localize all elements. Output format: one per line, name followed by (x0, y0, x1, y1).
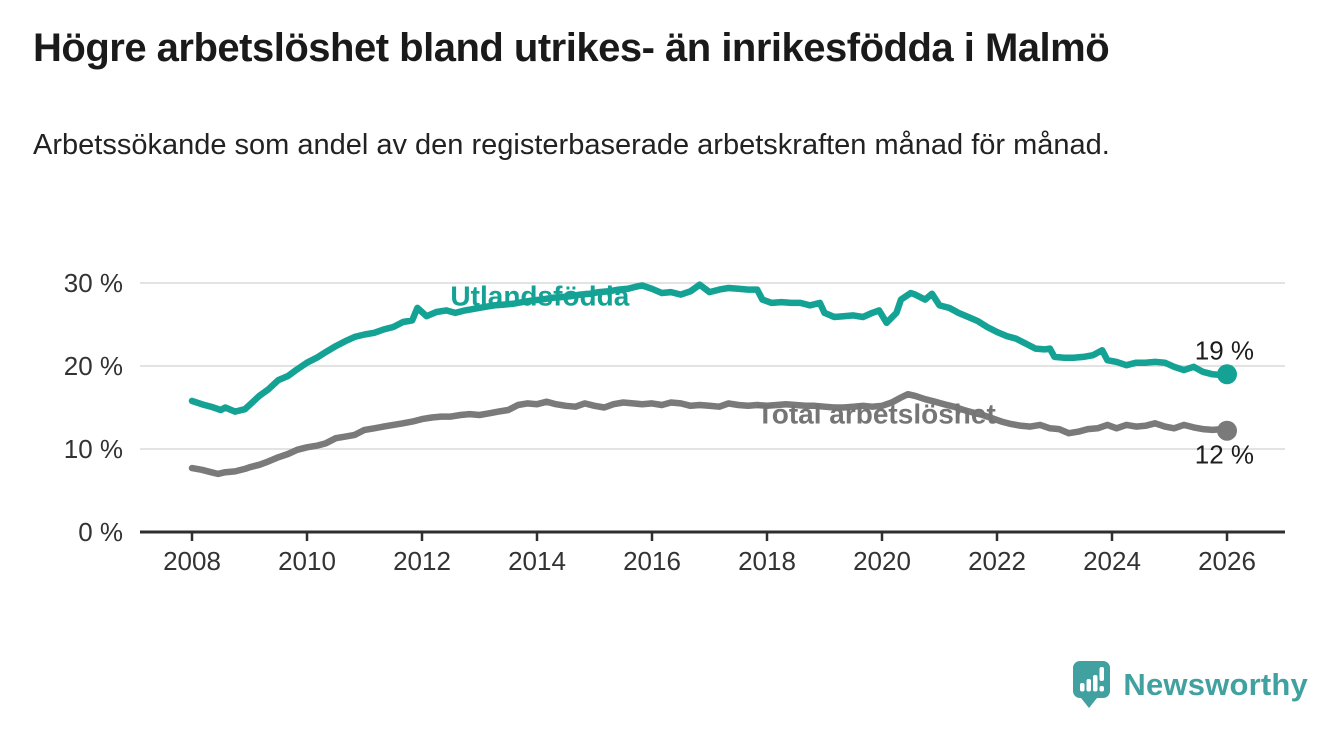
logo-bubble-shape (1073, 661, 1111, 708)
y-tick-label-20: 20 % (64, 351, 123, 381)
series-end-dot-utlandsf-dda (1217, 364, 1237, 385)
x-tick-label-2024: 2024 (1083, 546, 1141, 576)
newsworthy-logo-icon (1073, 661, 1111, 708)
chart-subtitle: Arbetssökande som andel av den registerb… (33, 129, 1110, 161)
y-tick-label-0: 0 % (78, 517, 123, 547)
logo-bar-2 (1086, 679, 1092, 692)
logo-exclamation-bar (1099, 667, 1105, 681)
x-tick-label-2020: 2020 (853, 546, 911, 576)
logo-exclamation-dot (1099, 686, 1105, 692)
y-tick-label-30: 30 % (64, 268, 123, 298)
series-end-value-label-total-arbetsl-shet: 12 % (1195, 440, 1254, 470)
series-name-label-utlandsf-dda: Utlandsfödda (450, 280, 629, 311)
x-tick-label-2012: 2012 (393, 546, 451, 576)
series-line-total-arbetsl-shet (188, 390, 1231, 478)
x-tick-label-2016: 2016 (623, 546, 681, 576)
series-end-dot-total-arbetsl-shet (1217, 420, 1237, 441)
brand-name: Newsworthy (1123, 666, 1308, 702)
x-tick-label-2026: 2026 (1198, 546, 1256, 576)
x-tick-label-2010: 2010 (278, 546, 336, 576)
x-tick-label-2018: 2018 (738, 546, 796, 576)
series-line-utlandsf-dda (188, 281, 1231, 415)
x-tick-label-2022: 2022 (968, 546, 1026, 576)
x-tick-label-2014: 2014 (508, 546, 566, 576)
brand-footer: Newsworthy (1073, 661, 1308, 708)
chart-title: Högre arbetslöshet bland utrikes- än inr… (33, 26, 1110, 70)
x-tick-label-2008: 2008 (163, 546, 221, 576)
logo-bar-1 (1080, 683, 1085, 692)
logo-bar-3 (1093, 675, 1098, 692)
series-name-label-total-arbetsl-shet: Total arbetslöshet (757, 398, 996, 429)
series-end-value-label-utlandsf-dda: 19 % (1195, 335, 1254, 365)
y-tick-label-10: 10 % (64, 434, 123, 464)
